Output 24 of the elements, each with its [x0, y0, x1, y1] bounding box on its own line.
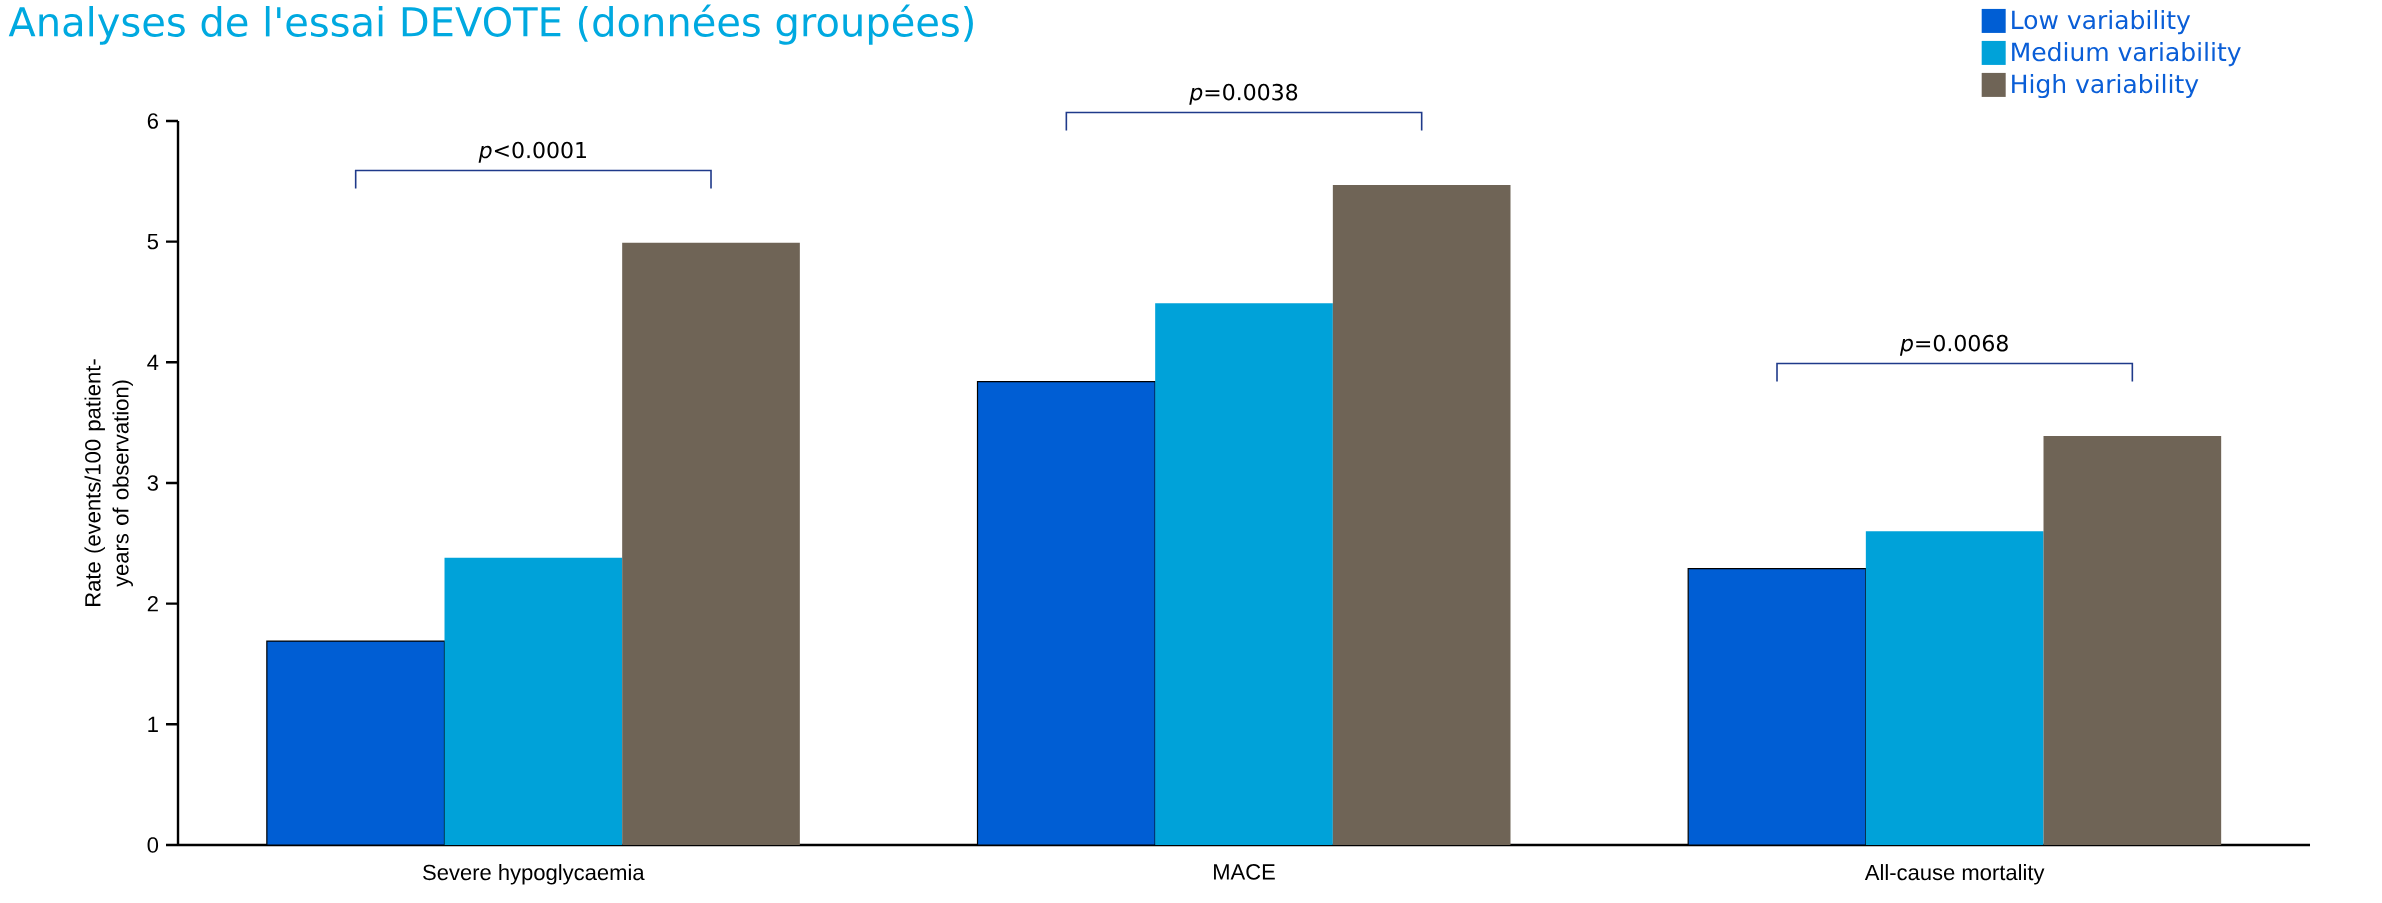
x-tick-label: All-cause mortality — [1864, 864, 2045, 885]
annotation: p=0.0068 — [1899, 334, 2008, 356]
y-tick-label: 3 — [147, 475, 158, 491]
chart-title: Analyses de l'essai DEVOTE (données groupées) — [8, 4, 973, 45]
annotation: p<0.0001 — [478, 141, 586, 163]
legend-label: Low variability — [2012, 9, 2191, 35]
y-axis-title: Rate (events/100 patient-years of observation) — [84, 359, 133, 606]
legend-label: High variability — [2012, 73, 2199, 99]
bar — [1865, 531, 2044, 845]
bar — [622, 242, 800, 845]
bar — [1332, 184, 1511, 845]
y-tick-label: 2 — [147, 596, 158, 612]
x-tick-label: MACE — [1214, 864, 1275, 880]
y-tick-label: 4 — [147, 354, 159, 370]
bar — [2043, 435, 2222, 845]
bar — [1155, 303, 1333, 845]
y-tick-label: 0 — [147, 837, 159, 853]
x-tick-label: Severe hypoglycaemia — [423, 864, 645, 885]
y-tick-label: 5 — [147, 233, 158, 250]
y-tick-label: 1 — [148, 716, 158, 732]
bar — [444, 557, 623, 845]
text: p=0.0038 — [1189, 83, 1298, 105]
legend-label: Medium variability — [2012, 41, 2241, 67]
y-tick-label: 6 — [147, 113, 158, 129]
